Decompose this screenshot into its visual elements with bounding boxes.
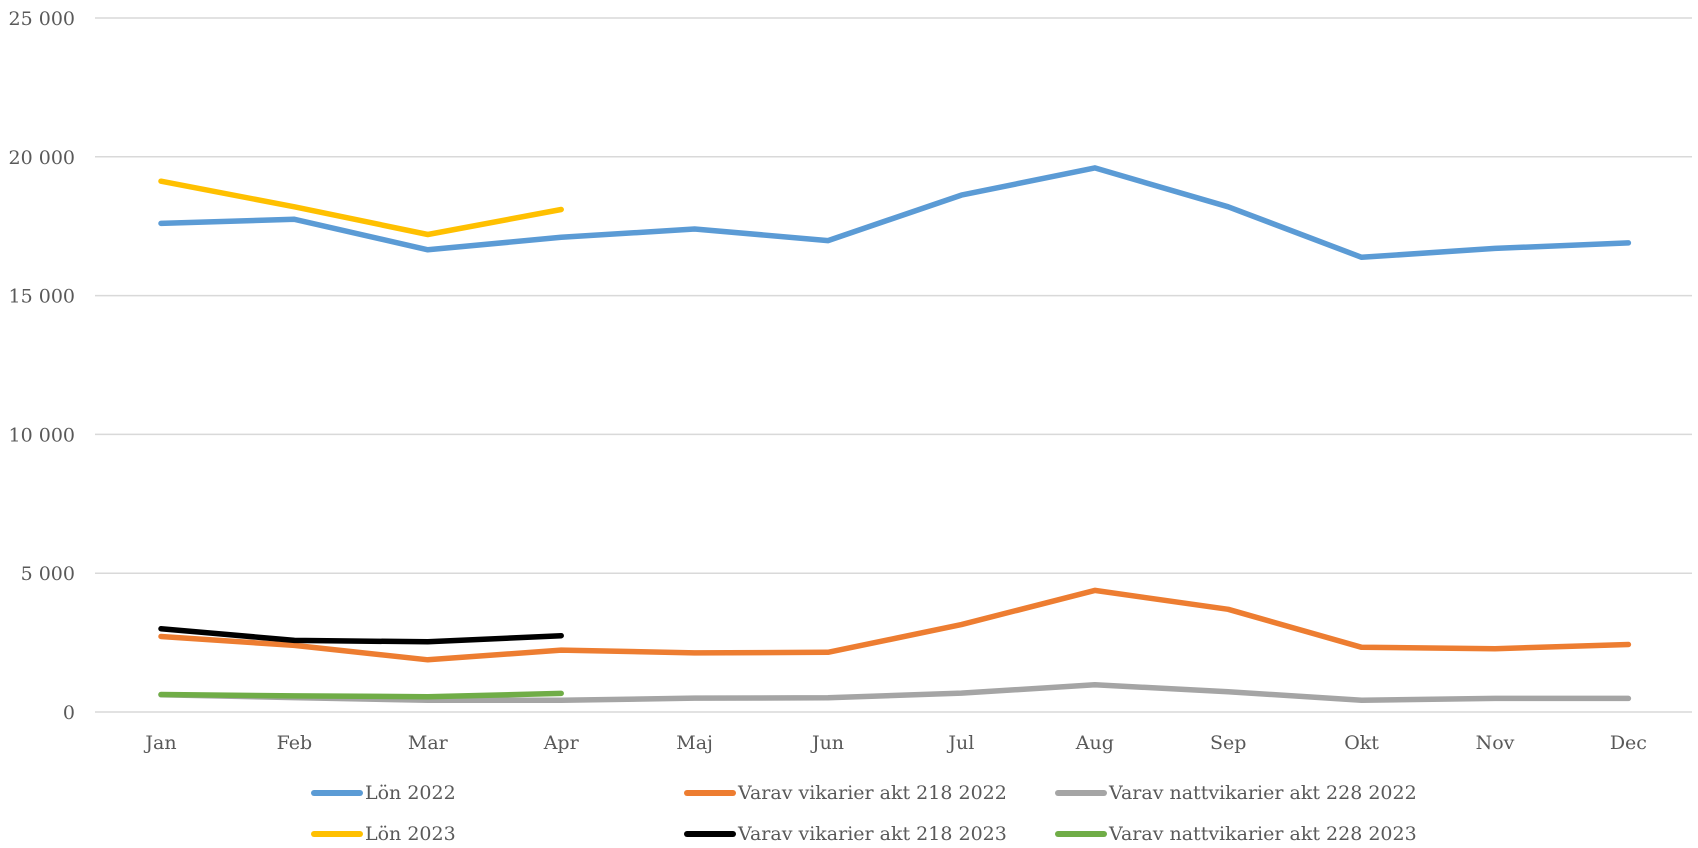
x-axis-tick-labels: Jan Feb Mar Apr Maj Jun Jul Aug Sep Okt Nov Dec bbox=[143, 732, 1647, 754]
series-line-0 bbox=[158, 165, 1632, 261]
y-axis-tick-labels: 0 5 000 10 000 15 000 20 000 25 000 bbox=[9, 8, 75, 724]
y-tick-label: 15 000 bbox=[9, 286, 75, 308]
x-tick-label: Okt bbox=[1344, 732, 1379, 754]
x-tick-label: Nov bbox=[1476, 732, 1515, 754]
y-tick-label: 0 bbox=[63, 702, 75, 724]
series-line-2 bbox=[158, 682, 1632, 704]
series-lines bbox=[158, 165, 1632, 704]
x-tick-label: Dec bbox=[1610, 732, 1647, 754]
series-line-3 bbox=[158, 178, 564, 238]
x-tick-label: Jun bbox=[810, 732, 844, 754]
series-line-1 bbox=[158, 587, 1632, 663]
x-tick-label: Jul bbox=[946, 732, 974, 754]
x-tick-label: Feb bbox=[277, 732, 313, 754]
x-tick-label: Aug bbox=[1075, 732, 1114, 754]
series-line-4 bbox=[158, 625, 564, 645]
y-tick-label: 10 000 bbox=[9, 424, 75, 446]
y-tick-label: 25 000 bbox=[9, 8, 75, 30]
gridlines bbox=[95, 17, 1692, 713]
x-tick-label: Maj bbox=[676, 732, 713, 754]
x-tick-label: Mar bbox=[408, 732, 449, 754]
x-tick-label: Sep bbox=[1210, 732, 1246, 754]
x-tick-label: Apr bbox=[543, 732, 580, 754]
y-tick-label: 20 000 bbox=[9, 147, 75, 169]
y-tick-label: 5 000 bbox=[21, 563, 75, 585]
series-line-5 bbox=[158, 690, 564, 700]
x-tick-label: Jan bbox=[143, 732, 176, 754]
